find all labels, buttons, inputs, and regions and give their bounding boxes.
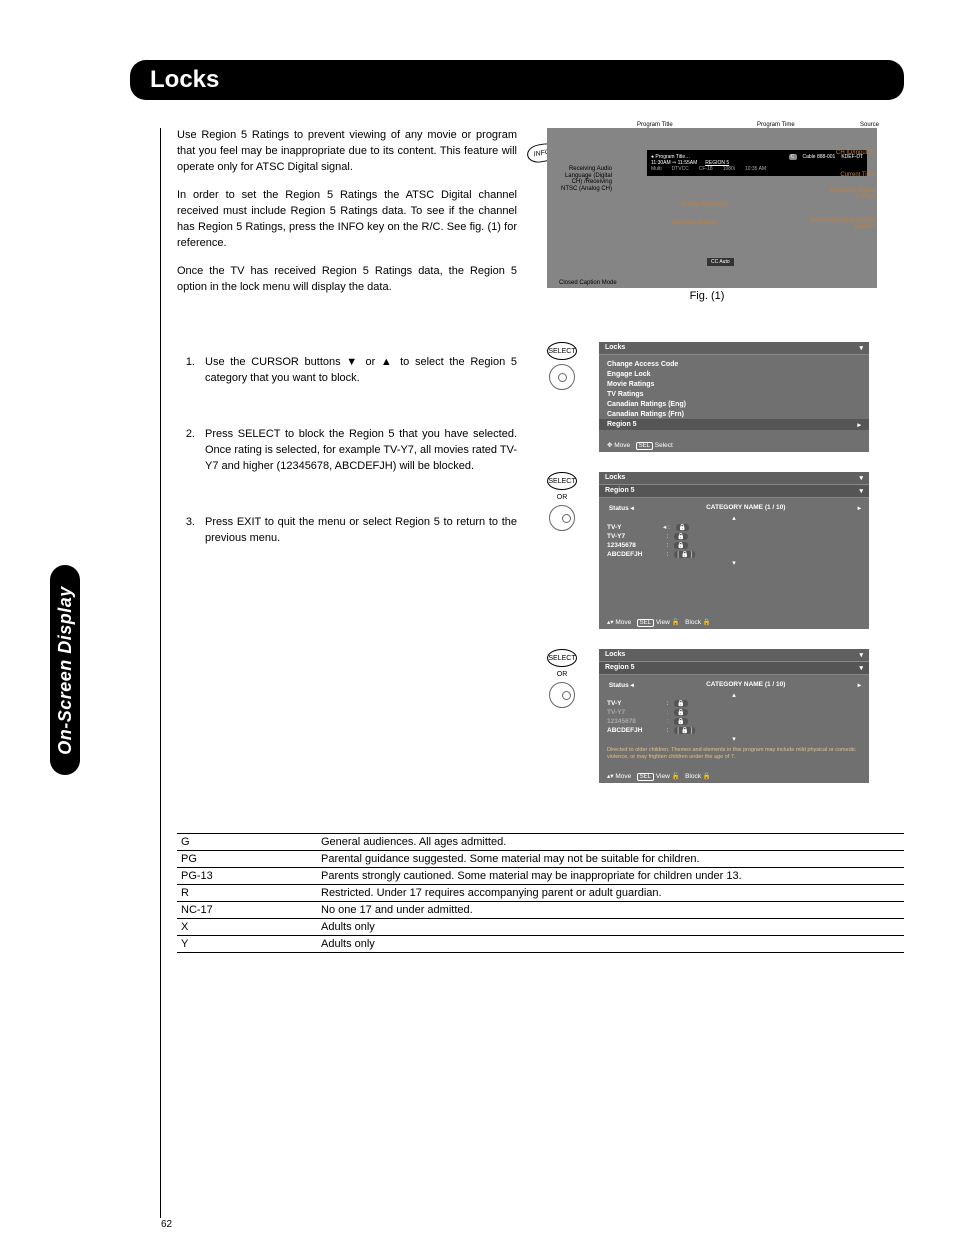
osd3-footer: ▴▾ Move SEL View 🔓 Block 🔒	[599, 769, 869, 783]
step-3: 3. Press EXIT to quit the menu or select…	[177, 515, 517, 547]
osd-row-1: SELECT Locks▾ Change Access Code Engage …	[537, 342, 904, 452]
osd1-item: Engage Lock	[607, 369, 861, 379]
label-signal-fmt: Receiving Signal Format	[830, 188, 875, 200]
osd2-footer: ▴▾ Move SEL View 🔓 Block 🔒	[599, 615, 869, 629]
osd3-description: Directed to older children. Themes and e…	[607, 743, 861, 761]
table-row: PG-13Parents strongly cautioned. Some ma…	[177, 868, 904, 885]
select-button-icon: SELECT	[547, 342, 577, 360]
table-row: GGeneral audiences. All ages admitted.	[177, 834, 904, 851]
content-area: Use Region 5 Ratings to prevent viewing …	[160, 128, 904, 1218]
osd-row-3: SELECT OR Locks▾ Region 5▾ Status ◂CATEG…	[537, 649, 904, 783]
cc-badge: CC Auto	[707, 258, 734, 266]
table-row: NC-17No one 17 and under admitted.	[177, 902, 904, 919]
label-rating-bc: Rating Broadcast	[682, 202, 728, 208]
select-button-icon: SELECT	[547, 472, 577, 490]
section-banner: Locks	[130, 60, 904, 100]
page-number: 62	[161, 1219, 172, 1230]
dia-row3: Multi DTVCC CF-18 1080i 10:35 AM	[651, 166, 863, 172]
ratings-table: GGeneral audiences. All ages admitted. P…	[177, 833, 904, 953]
label-cc-mode: Closed Caption Mode	[559, 280, 617, 286]
cursor-right-icon	[549, 505, 575, 531]
osd-row-2: SELECT OR Locks▾ Region 5▾ Status ◂CATEG…	[537, 472, 904, 629]
step-1: 1. Use the CURSOR buttons ▼ or ▲ to sele…	[177, 355, 517, 387]
table-row: PGParental guidance suggested. Some mate…	[177, 851, 904, 868]
intro-p1: Use Region 5 Ratings to prevent viewing …	[177, 128, 517, 176]
osd-stack: SELECT Locks▾ Change Access Code Engage …	[537, 342, 904, 783]
osd1-item: Canadian Ratings (Frn)	[607, 409, 861, 419]
banner-title: Locks	[150, 66, 219, 93]
table-row: YAdults only	[177, 936, 904, 953]
osd1-item: TV Ratings	[607, 389, 861, 399]
side-tab-label: On-Screen Display	[55, 586, 76, 755]
or-label: OR	[557, 494, 568, 501]
osd1-item: Canadian Ratings (Eng)	[607, 399, 861, 409]
step-2: 2. Press SELECT to block the Region 5 th…	[177, 427, 517, 475]
fig1-diagram: INFO Program Title Program Time Source R…	[537, 128, 877, 302]
osd1-footer: ✥ Move SEL Select	[599, 438, 869, 452]
osd1-box: Locks▾ Change Access Code Engage Lock Mo…	[599, 342, 869, 452]
label-dcc: Receiving Digital Closed Caption	[795, 218, 875, 230]
osd2-box: Locks▾ Region 5▾ Status ◂CATEGORY NAME (…	[599, 472, 869, 629]
label-current-time: Current Time	[840, 172, 875, 178]
steps-list: 1. Use the CURSOR buttons ▼ or ▲ to sele…	[177, 355, 517, 547]
cursor-ring-icon	[549, 364, 575, 390]
osd1-item: Change Access Code	[607, 359, 861, 369]
intro-p2: In order to set the Region 5 Ratings the…	[177, 188, 517, 252]
osd1-highlight: Region 5▸	[599, 419, 869, 430]
side-tab: On-Screen Display	[50, 565, 80, 775]
cursor-right-icon	[549, 682, 575, 708]
label-ch-input: CH ID/Input ID	[836, 150, 875, 156]
table-row: XAdults only	[177, 919, 904, 936]
osd1-item: Movie Ratings	[607, 379, 861, 389]
left-column: Use Region 5 Ratings to prevent viewing …	[177, 128, 517, 803]
osd3-box: Locks▾ Region 5▾ Status ◂CATEGORY NAME (…	[599, 649, 869, 783]
fig1-caption: Fig. (1)	[537, 290, 877, 302]
label-alt-ratings: Alternate Ratings	[672, 220, 718, 226]
intro-p3: Once the TV has received Region 5 Rating…	[177, 264, 517, 296]
table-row: RRestricted. Under 17 requires accompany…	[177, 885, 904, 902]
label-receiving: Receiving Audio Language (Digital CH) /R…	[557, 166, 612, 192]
right-column: INFO Program Title Program Time Source R…	[537, 128, 904, 803]
select-button-icon: SELECT	[547, 649, 577, 667]
or-label: OR	[557, 671, 568, 678]
